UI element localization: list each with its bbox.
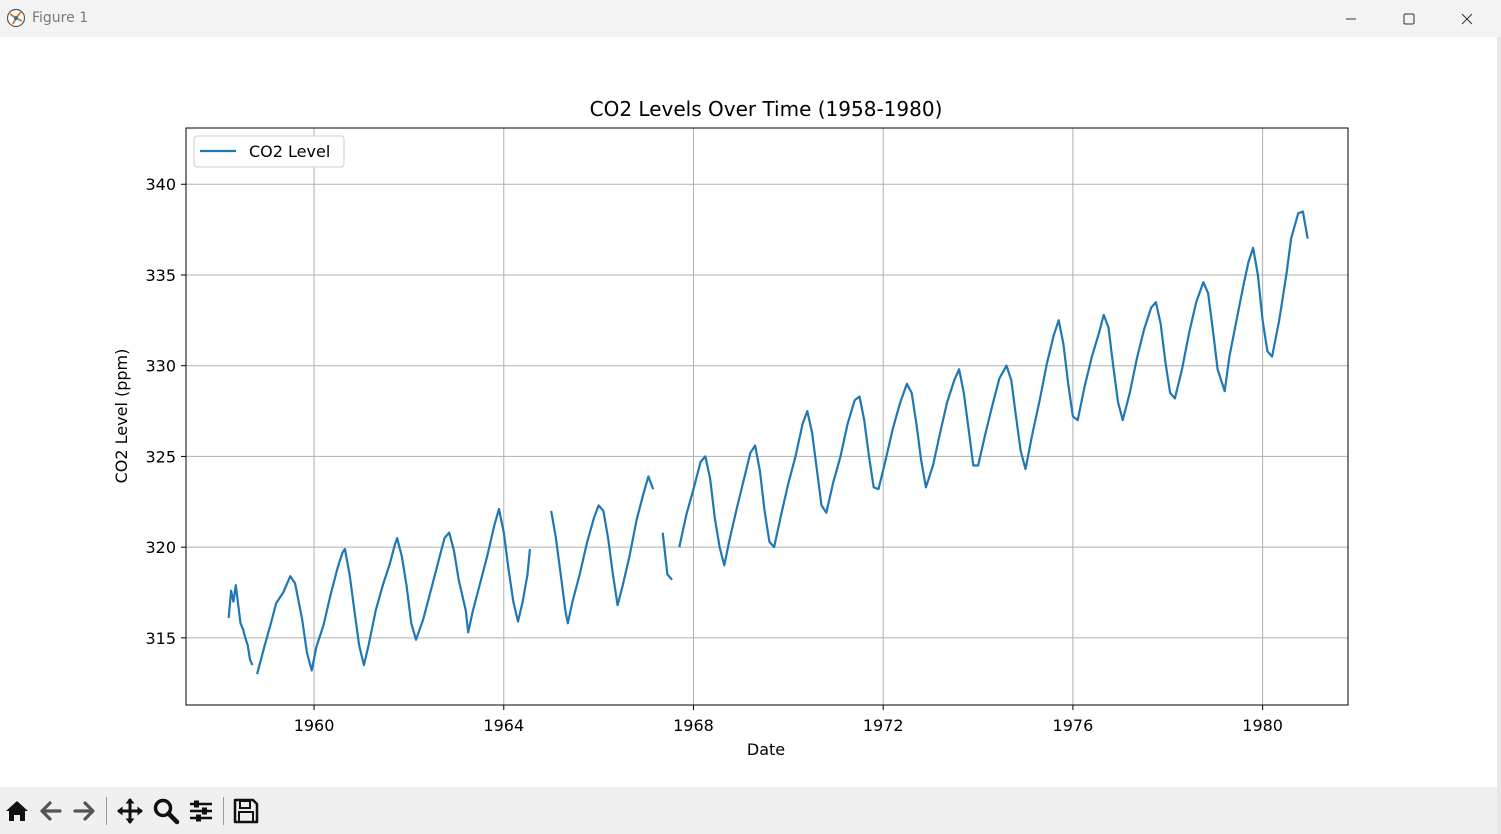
x-tick-label: 1964 xyxy=(483,716,524,735)
floppy-disk-icon xyxy=(233,798,259,824)
plot-frame xyxy=(185,127,1349,706)
y-tick-label: 325 xyxy=(145,447,176,466)
maximize-button[interactable] xyxy=(1380,0,1438,37)
minimize-icon xyxy=(1346,18,1356,19)
toolbar-separator xyxy=(223,797,224,825)
navigation-toolbar xyxy=(0,787,1497,834)
x-tick-label: 1960 xyxy=(294,716,335,735)
sliders-icon xyxy=(190,800,212,822)
y-tick-label: 320 xyxy=(145,538,176,557)
toolbar-separator xyxy=(106,797,107,825)
legend-label: CO2 Level xyxy=(249,142,330,161)
axis-ticks: 1960 1964 1968 1972 1976 1980 315 320 325 330 335 3… xyxy=(145,175,1283,735)
figure-canvas[interactable]: CO2 Levels Over Time (1958-1980) 1960 196… xyxy=(0,37,1497,787)
co2-level-line xyxy=(227,210,1309,675)
y-tick-label: 330 xyxy=(145,357,176,376)
window-border xyxy=(1497,37,1501,834)
app-icon xyxy=(6,8,26,28)
magnifier-icon xyxy=(153,798,180,825)
configure-subplots-button[interactable] xyxy=(186,796,216,826)
y-tick-label: 315 xyxy=(145,629,176,648)
co2-level-series xyxy=(227,210,1309,675)
zoom-button[interactable] xyxy=(151,796,181,826)
home-icon xyxy=(6,801,28,821)
x-tick-label: 1968 xyxy=(673,716,714,735)
minimize-button[interactable] xyxy=(1322,0,1380,37)
back-button[interactable] xyxy=(36,796,66,826)
y-tick-label: 340 xyxy=(145,175,176,194)
move-icon xyxy=(117,798,143,824)
home-button[interactable] xyxy=(2,796,32,826)
y-tick-label: 335 xyxy=(145,266,176,285)
x-tick-label: 1972 xyxy=(863,716,904,735)
co2-line-chart: CO2 Levels Over Time (1958-1980) 1960 196… xyxy=(112,97,1349,759)
maximize-icon xyxy=(1403,13,1415,24)
arrow-left-icon xyxy=(40,801,62,821)
close-icon xyxy=(1461,13,1473,24)
x-tick-label: 1980 xyxy=(1242,716,1283,735)
pan-button[interactable] xyxy=(115,796,145,826)
close-button[interactable] xyxy=(1438,0,1496,37)
grid-lines xyxy=(186,128,1348,705)
forward-button[interactable] xyxy=(69,796,99,826)
save-button[interactable] xyxy=(231,796,261,826)
legend: CO2 Level xyxy=(193,135,345,168)
chart-title: CO2 Levels Over Time (1958-1980) xyxy=(590,97,943,121)
x-axis-label: Date xyxy=(747,740,785,759)
window-title-bar: Figure 1 xyxy=(0,0,1501,37)
window-title: Figure 1 xyxy=(32,10,89,26)
legend-box xyxy=(193,135,345,168)
x-tick-label: 1976 xyxy=(1053,716,1094,735)
y-axis-label: CO2 Level (ppm) xyxy=(112,349,131,484)
arrow-right-icon xyxy=(73,801,95,821)
